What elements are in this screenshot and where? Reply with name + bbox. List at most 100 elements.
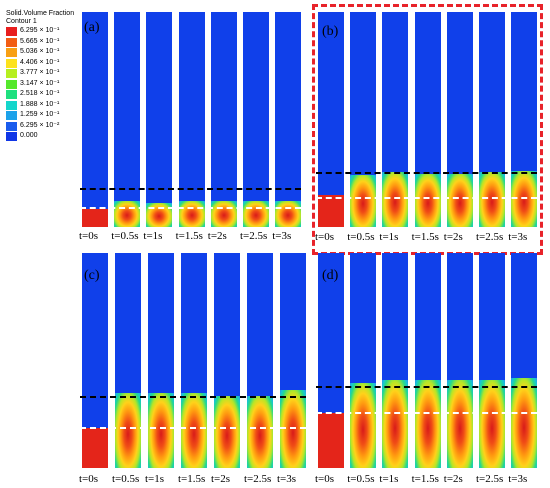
time-label: t=1s xyxy=(143,230,163,242)
contour-column xyxy=(446,12,473,227)
initial-height-line xyxy=(80,207,302,209)
contour-column xyxy=(82,12,108,227)
panel-label: (b) xyxy=(322,24,339,39)
legend-swatch xyxy=(6,90,17,99)
legend-swatch xyxy=(6,37,17,47)
contour-column xyxy=(414,253,441,468)
solid-bed xyxy=(318,195,344,227)
solid-bed xyxy=(275,201,302,227)
legend-entry: 6.295 × 10⁻¹ xyxy=(6,26,86,37)
panel-label: (c) xyxy=(84,268,100,283)
time-label: t=0s xyxy=(79,473,99,485)
solid-bed xyxy=(350,383,377,468)
initial-height-line xyxy=(80,427,306,429)
solid-bed xyxy=(382,172,409,227)
legend-entry: 4.406 × 10⁻¹ xyxy=(6,58,86,69)
legend-label: 5.665 × 10⁻¹ xyxy=(20,37,60,45)
contour-column xyxy=(350,12,377,227)
initial-height-line xyxy=(316,197,538,199)
time-label: t=3s xyxy=(272,230,292,242)
legend-swatch xyxy=(6,27,17,36)
panel-label: (d) xyxy=(322,268,339,283)
time-label: t=2.5s xyxy=(476,231,504,243)
solid-bed xyxy=(243,201,269,227)
time-label: t=1s xyxy=(379,231,399,243)
time-label: t=2.5s xyxy=(240,230,268,242)
time-label: t=0s xyxy=(315,473,335,485)
time-label: t=0s xyxy=(315,231,335,243)
contour-column xyxy=(146,12,173,227)
solid-bed xyxy=(479,380,505,468)
time-label: t=0s xyxy=(79,230,99,242)
time-label: t=3s xyxy=(508,231,528,243)
time-label: t=1.5s xyxy=(411,473,439,485)
contour-column xyxy=(511,253,538,468)
legend-swatch xyxy=(6,132,17,141)
contour-column xyxy=(382,253,409,468)
color-legend: Solid.Volume Fraction Contour 1 6.295 × … xyxy=(6,10,86,142)
solid-bed xyxy=(114,201,141,227)
time-label: t=2s xyxy=(207,230,227,242)
contour-column xyxy=(318,253,344,468)
legend-swatch xyxy=(6,69,17,78)
bed-height-line xyxy=(80,396,306,398)
time-label: t=1s xyxy=(145,473,165,485)
legend-entry: 5.665 × 10⁻¹ xyxy=(6,37,86,48)
solid-bed xyxy=(479,172,505,227)
legend-label: 1.259 × 10⁻¹ xyxy=(20,111,60,118)
legend-title: Solid.Volume Fraction xyxy=(6,10,75,17)
time-label: t=0.5s xyxy=(111,230,139,242)
legend-label: 1.888 × 10⁻¹ xyxy=(20,100,60,108)
contour-column xyxy=(446,253,473,468)
time-label: t=1.5s xyxy=(411,231,439,243)
contour-column xyxy=(511,12,538,227)
legend-swatch xyxy=(6,79,17,89)
legend-swatch xyxy=(6,58,17,68)
solid-bed xyxy=(414,174,441,227)
legend-label: 0.000 xyxy=(20,132,38,139)
bed-height-line xyxy=(316,172,538,174)
legend-entry: 2.518 × 10⁻¹ xyxy=(6,89,86,100)
solid-bed xyxy=(511,378,538,468)
contour-column xyxy=(243,12,269,227)
time-label: t=2s xyxy=(211,473,231,485)
contour-column xyxy=(210,12,237,227)
contour-column xyxy=(115,253,141,468)
solid-bed xyxy=(382,380,409,468)
legend-label: 3.777 × 10⁻¹ xyxy=(20,69,60,76)
contour-column xyxy=(178,12,205,227)
contour-column xyxy=(82,253,108,468)
legend-entry: 6.295 × 10⁻² xyxy=(6,121,86,132)
contour-column xyxy=(114,12,141,227)
time-label: t=1s xyxy=(379,473,399,485)
solid-bed xyxy=(82,209,108,227)
contour-column xyxy=(181,253,207,468)
legend-scale: 6.295 × 10⁻¹ 5.665 × 10⁻¹ 5.036 × 10⁻¹ 4.40… xyxy=(6,26,86,142)
time-label: t=0.5s xyxy=(347,473,375,485)
contour-column xyxy=(275,12,302,227)
solid-bed xyxy=(82,428,108,468)
contour-column xyxy=(479,253,505,468)
bed-height-line xyxy=(80,188,302,190)
contour-column xyxy=(214,253,240,468)
legend-swatch xyxy=(6,121,17,131)
solid-bed xyxy=(115,393,141,468)
legend-entry: 1.259 × 10⁻¹ xyxy=(6,110,86,121)
time-label: t=2.5s xyxy=(476,473,504,485)
time-label: t=0.5s xyxy=(112,473,140,485)
solid-bed xyxy=(511,171,538,227)
contour-column xyxy=(247,253,273,468)
legend-entry: 3.147 × 10⁻¹ xyxy=(6,79,86,90)
legend-entry: 1.888 × 10⁻¹ xyxy=(6,100,86,111)
contour-column xyxy=(414,12,441,227)
panel-label: (a) xyxy=(84,20,100,35)
contour-column xyxy=(350,253,377,468)
legend-label: 6.295 × 10⁻¹ xyxy=(20,27,60,34)
contour-column xyxy=(280,253,306,468)
legend-label: 2.518 × 10⁻¹ xyxy=(20,90,60,97)
solid-bed xyxy=(318,413,344,468)
contour-column xyxy=(148,253,174,468)
legend-entry: 3.777 × 10⁻¹ xyxy=(6,68,86,79)
legend-swatch xyxy=(6,111,17,120)
legend-label: 4.406 × 10⁻¹ xyxy=(20,58,60,66)
